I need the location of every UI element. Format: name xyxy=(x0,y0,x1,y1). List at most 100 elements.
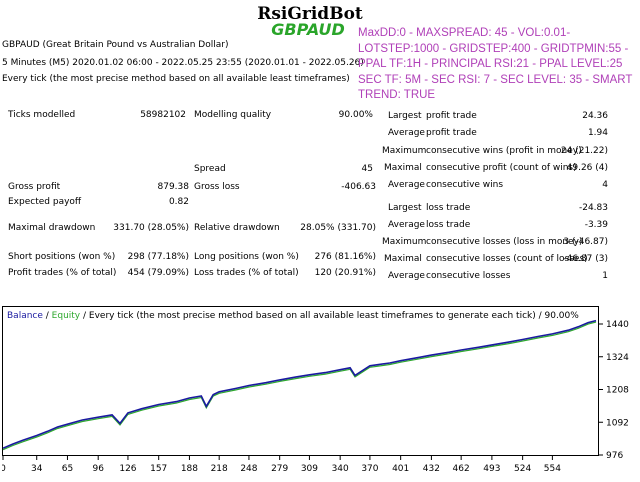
x-tick-label: 462 xyxy=(453,464,470,474)
stat-label: loss trade xyxy=(426,203,471,213)
expected-payoff-value: 0.82 xyxy=(168,197,189,207)
x-tick-label: 218 xyxy=(211,464,228,474)
stat-label: consecutive losses xyxy=(426,271,511,281)
relative-drawdown-label: Relative drawdown xyxy=(194,223,280,233)
stat-value: 49.26 (4) xyxy=(566,163,608,173)
x-tick-label: 65 xyxy=(62,464,73,474)
stat-prefix: Average xyxy=(388,220,425,230)
param-line: LOTSTEP:1000 - GRIDSTEP:400 - GRIDTPMIN:… xyxy=(358,42,629,55)
stat-prefix: Average xyxy=(388,180,425,190)
equity-series-line xyxy=(2,321,597,451)
x-tick-label: 432 xyxy=(423,464,440,474)
x-tick-label: 157 xyxy=(150,464,167,474)
profit-trades-value: 454 (79.09%) xyxy=(127,268,189,278)
stat-prefix: Largest xyxy=(388,111,422,121)
long-positions-label: Long positions (won %) xyxy=(194,252,299,262)
stat-value: 24 (21.22) xyxy=(560,146,608,156)
gross-profit-label: Gross profit xyxy=(8,182,61,192)
expected-payoff-label: Expected payoff xyxy=(8,197,82,207)
quality-value: 90.00% xyxy=(338,110,373,120)
stat-label: consecutive wins (profit in money) xyxy=(426,146,582,156)
stat-value: -46.87 (3) xyxy=(563,254,608,264)
legend-balance: Balance xyxy=(7,311,43,321)
stat-value: 3 (-46.87) xyxy=(563,237,608,247)
short-positions-value: 298 (77.18%) xyxy=(127,252,189,262)
stat-value: -24.83 xyxy=(578,203,608,213)
stat-label: consecutive profit (count of wins) xyxy=(426,163,577,173)
y-tick-label: 976 xyxy=(606,451,623,461)
x-tick-label: 96 xyxy=(92,464,104,474)
x-tick-label: 554 xyxy=(544,464,561,474)
report-stats: Ticks modelled 58982102 Modelling qualit… xyxy=(8,110,608,281)
x-tick-label: 524 xyxy=(514,464,531,474)
profit-trades-label: Profit trades (% of total) xyxy=(8,268,117,278)
spread-value: 45 xyxy=(361,164,373,174)
quality-label: Modelling quality xyxy=(194,110,272,120)
stat-label: loss trade xyxy=(426,220,471,230)
stat-value: 4 xyxy=(602,180,608,190)
x-tick-label: 34 xyxy=(31,464,43,474)
parameters-panel: MaxDD:0 - MAXSPREAD: 45 - VOL:0.01- LOTS… xyxy=(358,26,638,104)
balance-series-line xyxy=(2,319,597,449)
stat-prefix: Maximal xyxy=(384,254,422,264)
param-line: MaxDD:0 - MAXSPREAD: 45 - VOL:0.01- xyxy=(358,27,571,39)
gross-loss-label: Gross loss xyxy=(194,182,240,192)
stat-label: consecutive wins xyxy=(426,180,504,190)
symbol-title: GBPAUD xyxy=(271,20,345,39)
param-line: PPAL TF:1H - PRINCIPAL RSI:21 - PPAL LEV… xyxy=(358,58,623,71)
stat-prefix: Maximum xyxy=(382,237,427,247)
stat-label: profit trade xyxy=(426,128,477,138)
model-text: Every tick (the most precise method base… xyxy=(2,74,350,84)
y-tick-label: 1092 xyxy=(606,418,629,428)
loss-trades-value: 120 (20.91%) xyxy=(314,268,376,278)
short-positions-label: Short positions (won %) xyxy=(8,252,116,262)
stat-value: 1 xyxy=(602,271,608,281)
stat-prefix: Maximal xyxy=(384,163,422,173)
gross-profit-value: 879.38 xyxy=(157,182,190,192)
x-tick-label: 340 xyxy=(332,464,349,474)
gross-loss-value: -406.63 xyxy=(341,182,376,192)
stat-label: profit trade xyxy=(426,111,477,121)
stat-value: 1.94 xyxy=(587,128,608,138)
x-tick-label: 279 xyxy=(271,464,288,474)
x-tick-label: 188 xyxy=(181,464,198,474)
period-text: 5 Minutes (M5) 2020.01.02 06:00 - 2022.0… xyxy=(2,58,364,68)
ticks-label: Ticks modelled xyxy=(8,110,76,120)
long-positions-value: 276 (81.16%) xyxy=(314,252,376,262)
stat-value: -3.39 xyxy=(584,220,608,230)
stat-value: 24.36 xyxy=(582,111,608,121)
chart-legend: Balance / Equity / Every tick (the most … xyxy=(7,311,579,321)
y-tick-label: 1440 xyxy=(606,320,629,330)
y-tick-label: 1208 xyxy=(606,386,629,396)
y-tick-label: 1324 xyxy=(606,353,629,363)
x-tick-label: 493 xyxy=(483,464,500,474)
param-line: SEC TF: 5M - SEC RSI: 7 - SEC LEVEL: 35 … xyxy=(358,73,633,86)
legend-sep: / xyxy=(43,311,52,321)
param-line: TREND: TRUE xyxy=(358,89,436,102)
x-tick-label: 0 xyxy=(2,464,6,474)
instrument-text: GBPAUD (Great Britain Pound vs Australia… xyxy=(2,40,229,50)
legend-equity: Equity xyxy=(52,311,81,321)
max-drawdown-value: 331.70 (28.05%) xyxy=(113,223,189,233)
x-tick-label: 126 xyxy=(119,464,136,474)
stat-label: consecutive losses (loss in money) xyxy=(426,237,583,247)
stat-label: consecutive losses (count of losses) xyxy=(426,254,588,264)
ticks-value: 58982102 xyxy=(140,110,186,120)
stat-prefix: Largest xyxy=(388,203,422,213)
max-drawdown-label: Maximal drawdown xyxy=(8,223,96,233)
relative-drawdown-value: 28.05% (331.70) xyxy=(300,223,376,233)
x-tick-label: 370 xyxy=(361,464,378,474)
x-tick-label: 248 xyxy=(240,464,257,474)
stat-prefix: Maximum xyxy=(382,146,427,156)
plot-area xyxy=(2,306,599,456)
spread-label: Spread xyxy=(194,164,226,174)
legend-desc: / Every tick (the most precise method ba… xyxy=(80,311,579,321)
ea-name-title: RsiGridBot xyxy=(257,4,363,24)
x-tick-label: 309 xyxy=(301,464,318,474)
chart-svg: Balance / Equity / Every tick (the most … xyxy=(0,306,629,474)
stat-prefix: Average xyxy=(388,128,425,138)
stat-prefix: Average xyxy=(388,271,425,281)
balance-chart: Balance / Equity / Every tick (the most … xyxy=(0,306,638,478)
x-tick-label: 401 xyxy=(392,464,409,474)
loss-trades-label: Loss trades (% of total) xyxy=(194,268,299,278)
